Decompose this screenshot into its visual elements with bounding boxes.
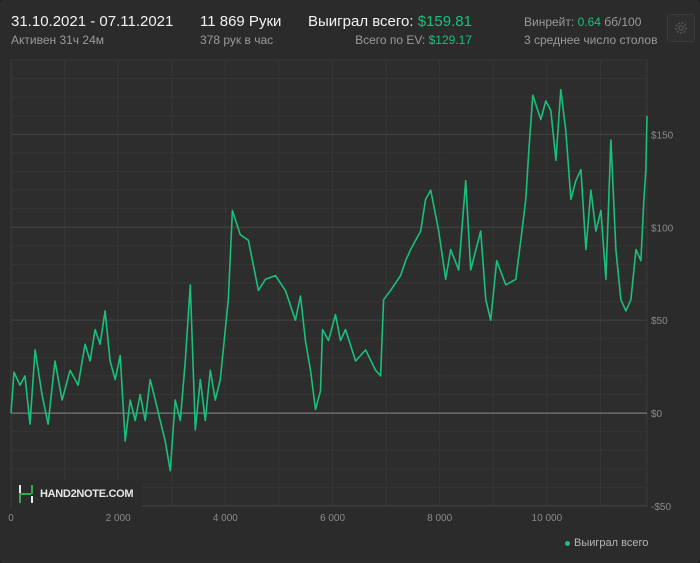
won-total: Выиграл всего: $159.81 <box>308 13 472 30</box>
winrate-value: 0.64 <box>577 15 601 29</box>
x-tick-label: 10 000 <box>532 513 563 524</box>
legend-item[interactable]: Выиграл всего <box>565 537 648 549</box>
date-range: 31.10.2021 - 07.11.2021 <box>11 13 174 30</box>
y-tick-label: $0 <box>651 409 663 420</box>
y-tick-label: $150 <box>651 130 674 141</box>
x-tick-label: 8 000 <box>427 513 452 524</box>
avg-tables: 3 среднее число столов <box>524 33 658 47</box>
ev-total: Всего по EV: $129.17 <box>355 33 472 47</box>
x-tick-label: 2 000 <box>106 513 131 524</box>
hands-count: 11 869 Руки <box>200 13 282 30</box>
ev-value: $129.17 <box>428 33 472 47</box>
winrate-unit: бб/100 <box>604 15 642 29</box>
won-total-value: $159.81 <box>417 13 472 30</box>
hand2note-logo-icon <box>19 485 33 503</box>
hands-per-hour: 378 рук в час <box>200 33 274 47</box>
series-line-won-total <box>10 88 648 472</box>
y-tick-label: $50 <box>651 316 668 327</box>
watermark-text: HAND2NOTE.COM <box>40 488 134 500</box>
legend-dot <box>565 540 570 546</box>
winrate: Винрейт: 0.64 бб/100 <box>524 15 641 29</box>
legend-label: Выиграл всего <box>574 537 649 549</box>
y-tick-label: $100 <box>651 223 674 234</box>
x-tick-label: 6 000 <box>320 513 345 524</box>
x-tick-label: 4 000 <box>213 513 238 524</box>
settings-button[interactable] <box>667 14 695 42</box>
ev-label: Всего по EV: <box>355 33 426 47</box>
watermark-logo: HAND2NOTE.COM <box>12 480 142 508</box>
y-tick-label: -$50 <box>651 502 671 513</box>
gear-icon <box>675 22 687 34</box>
won-total-label: Выиграл всего: <box>308 13 414 30</box>
active-time: Активен 31ч 24м <box>11 33 104 47</box>
x-tick-label: 0 <box>8 513 14 524</box>
winrate-label: Винрейт: <box>524 15 575 29</box>
